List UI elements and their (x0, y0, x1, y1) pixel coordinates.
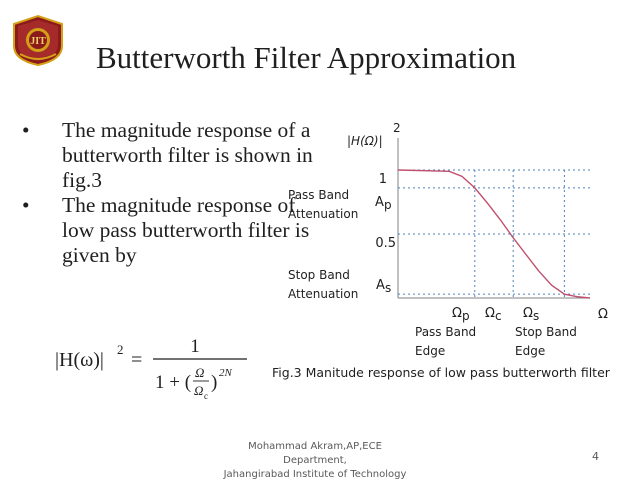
bullet-item: • The magnitude response of a butterwort… (22, 118, 322, 193)
bullet-marker: • (22, 193, 30, 217)
y-axis-title-exponent: 2 (393, 121, 401, 135)
formula-denominator-one: 1 + ( (155, 372, 191, 393)
footer-line-2: Jahangirabad Institute of Technology (223, 469, 407, 480)
bullet-item: • The magnitude response of low pass but… (22, 193, 322, 268)
formula-exponent-2n: 2N (219, 367, 233, 379)
bullet-text: The magnitude response of low pass butte… (62, 193, 310, 267)
slide-title: Butterworth Filter Approximation (96, 40, 517, 75)
x-tick-omega-p-subscript: p (462, 309, 470, 323)
formula-equals: = (131, 349, 142, 371)
x-tick-omega-s: Ω (523, 306, 533, 321)
magnitude-response-chart: |H(Ω)| 2 Ω 1 0.5 A p A s Ω p Ω c Ω s Pas… (288, 121, 608, 358)
logo-text: JIT (30, 36, 46, 47)
bullet-text: The magnitude response of a butterworth … (62, 118, 313, 192)
institute-logo: JIT (13, 14, 63, 66)
page-number: 4 (592, 450, 599, 463)
formula-numerator: 1 (190, 336, 200, 357)
axes (397, 138, 590, 299)
pass-band-edge-line2: Edge (415, 344, 445, 358)
x-tick-omega-p: Ω (452, 306, 462, 321)
formula-close-paren: ) (211, 372, 217, 393)
pass-band-attenuation-line1: Pass Band (288, 188, 349, 202)
pass-band-attenuation-line2: Attenuation (288, 207, 358, 221)
as-marker-subscript: s (385, 281, 391, 295)
ap-marker-subscript: p (384, 198, 392, 212)
x-tick-omega-s-subscript: s (533, 309, 539, 323)
x-tick-omega-c-subscript: c (495, 309, 502, 323)
footer-line-1: Mohammad Akram,AP,ECE Department, (248, 441, 382, 466)
stop-band-edge-line2: Edge (515, 344, 545, 358)
bullet-list: • The magnitude response of a butterwort… (22, 118, 322, 268)
formula-omega-c-subscript: c (204, 391, 208, 401)
figure-caption: Fig.3 Manitude response of low pass butt… (272, 365, 610, 380)
stop-band-attenuation-line2: Attenuation (288, 287, 358, 301)
guide-lines (398, 169, 590, 298)
footer: Mohammad Akram,AP,ECE Department, Jahang… (215, 440, 415, 482)
stop-band-attenuation-line1: Stop Band (288, 268, 350, 282)
pass-band-edge-line1: Pass Band (415, 325, 476, 339)
series-line (397, 169, 591, 299)
y-tick-label-0-5: 0.5 (375, 236, 396, 251)
x-axis-title: Ω (598, 307, 608, 322)
bullet-marker: • (22, 118, 30, 142)
formula-omega-c: Ω (194, 383, 203, 398)
formula-omega: Ω (195, 365, 204, 380)
y-axis-title: |H(Ω)| (347, 134, 383, 148)
magnitude-formula: |H(ω)| 2 = 1 1 + ( Ω Ω c ) 2N (55, 336, 247, 401)
x-tick-omega-c: Ω (485, 306, 495, 321)
y-tick-label-1: 1 (379, 172, 387, 187)
stop-band-edge-line1: Stop Band (515, 325, 577, 339)
formula-lhs: |H(ω)| (55, 349, 104, 371)
as-marker-label: A (376, 278, 385, 293)
ap-marker-label: A (375, 195, 384, 210)
formula-lhs-exponent: 2 (117, 342, 124, 357)
